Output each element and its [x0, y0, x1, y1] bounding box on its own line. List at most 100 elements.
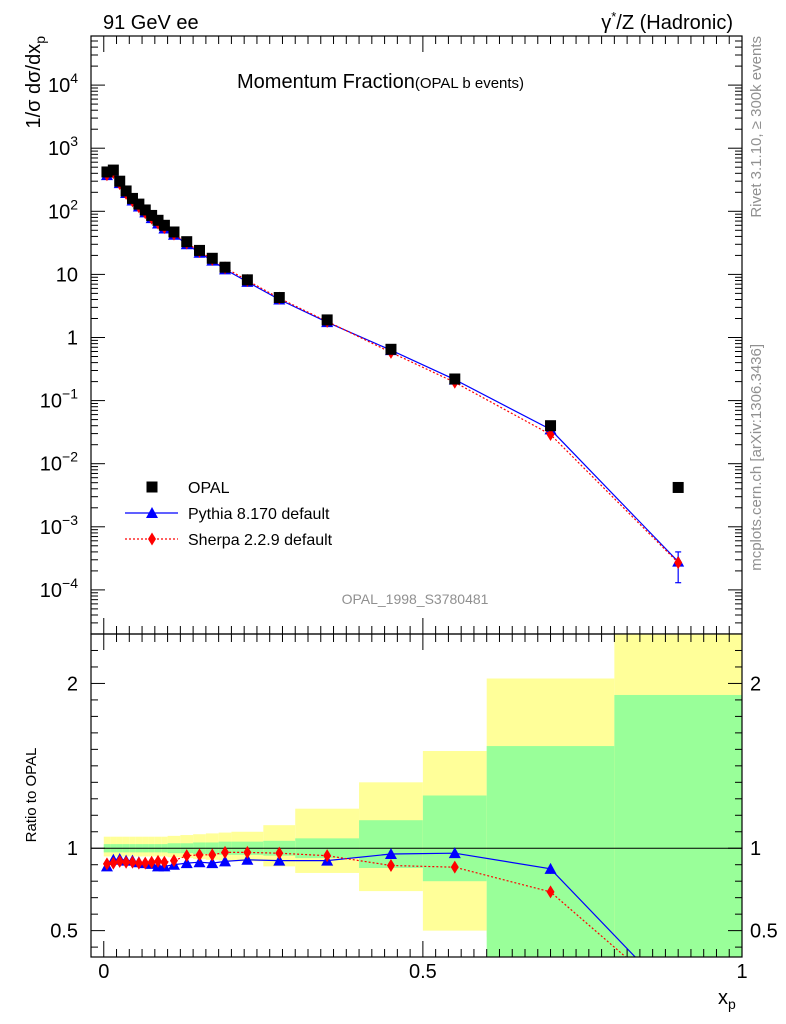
ratio-point-diamond [147, 855, 156, 869]
data-point-square [139, 204, 151, 216]
legend-label: OPAL [188, 480, 230, 497]
data-point-square [146, 209, 158, 221]
analysis-watermark: OPAL_1998_S3780481 [342, 591, 489, 607]
legend-marker-square [146, 481, 158, 493]
ratio-y-tick-label-left: 2 [67, 673, 78, 695]
data-point-square [545, 420, 557, 432]
y-tick-label: 10−1 [40, 386, 78, 413]
ratio-point-triangle [206, 857, 219, 869]
ratio-point-triangle [273, 854, 286, 866]
data-point-square [152, 214, 164, 226]
ratio-point-triangle [180, 857, 193, 869]
data-point-diamond [546, 428, 555, 442]
data-point-square [385, 343, 397, 355]
data-point-square [449, 373, 461, 385]
ratio-point-diamond [546, 885, 555, 899]
ratio-point-triangle [544, 862, 557, 874]
data-point-square [114, 175, 126, 187]
main-series-layer [100, 164, 685, 584]
ratio-point-triangle [241, 853, 254, 865]
ratio-point-diamond [160, 855, 169, 869]
data-point-square [168, 226, 180, 238]
ratio-point-diamond [221, 845, 230, 859]
ratio-point-diamond [109, 856, 118, 870]
ratio-series-diamond [102, 845, 627, 957]
data-point-square [181, 236, 193, 248]
ratio-point-diamond [386, 859, 395, 873]
x-tick-label: 0.5 [409, 961, 437, 983]
ratio-y-tick-label-left: 0.5 [50, 921, 78, 943]
data-point-square [219, 261, 231, 273]
ratio-series-triangle [100, 847, 637, 957]
ratio-y-tick-label-right: 0.5 [750, 921, 778, 943]
ratio-point-triangle [448, 847, 461, 859]
main-panel: Momentum Fraction(OPAL b events) OPAL_19… [23, 35, 743, 635]
ratio-point-diamond [275, 846, 284, 860]
main-title: Momentum Fraction(OPAL b events) [237, 71, 524, 93]
y-tick-label: 102 [48, 196, 78, 223]
data-point-square [133, 198, 145, 210]
legend-label: Pythia 8.170 default [188, 506, 330, 523]
ratio-point-diamond [122, 855, 131, 869]
legend-marker-diamond [148, 532, 156, 546]
legend: OPAL Pythia 8.170 default Sherpa 2.2.9 def… [125, 480, 333, 549]
main-y-ticks: 10−4 10−3 10−2 10−1 1 10 102 103 104 [40, 35, 743, 635]
ratio-point-diamond [141, 856, 150, 870]
uncertainty-bands [103, 634, 742, 957]
data-point-square [101, 166, 113, 178]
ratio-series-layer [100, 845, 637, 957]
data-point-square [273, 292, 285, 304]
ratio-point-triangle [219, 855, 232, 867]
header-right: γ*/Z (Hadronic) [601, 9, 733, 34]
x-tick-label: 0 [98, 961, 109, 983]
legend-label: Sherpa 2.2.9 default [188, 532, 333, 549]
ratio-point-diamond [169, 854, 178, 868]
legend-marker-triangle [146, 507, 158, 518]
stat-uncertainty-band [486, 746, 615, 957]
data-point-square [194, 244, 205, 256]
main-y-axis-label: 1/σ dσ/dxp [23, 36, 48, 129]
ratio-point-triangle [384, 848, 397, 860]
data-point-square [241, 274, 253, 286]
y-tick-label: 10−2 [40, 449, 78, 476]
series-line-diamond [106, 171, 679, 564]
ratio-point-diamond [243, 845, 252, 859]
data-point-square [672, 481, 684, 493]
x-axis-label: xp [718, 987, 736, 1012]
data-point-square [206, 252, 218, 264]
header-left: 91 GeV ee [103, 12, 199, 34]
data-point-square [126, 192, 138, 204]
y-tick-label: 10−4 [40, 575, 78, 602]
mcplots-note: mcplots.cern.ch [arXiv:1306.3436] [748, 344, 765, 571]
ratio-point-triangle [193, 856, 206, 868]
ratio-point-diamond [102, 857, 111, 871]
ratio-frame [90, 633, 743, 958]
ratio-point-diamond [208, 848, 217, 862]
ratio-point-diamond [128, 855, 137, 869]
y-tick-label: 104 [48, 70, 78, 97]
y-tick-label: 103 [48, 133, 78, 160]
data-point-square [158, 219, 170, 231]
y-tick-label: 1 [67, 327, 78, 349]
ratio-y-tick-label-right: 1 [750, 838, 761, 860]
ratio-point-diamond [134, 856, 143, 870]
data-point-diamond [674, 556, 683, 570]
y-tick-label: 10−3 [40, 512, 78, 539]
series-line-triangle [106, 171, 679, 563]
rivet-note: Rivet 3.1.10, ≥ 300k events [748, 36, 765, 218]
ratio-y-tick-label-right: 2 [750, 673, 761, 695]
ratio-point-diamond [182, 849, 191, 863]
data-point-square [120, 185, 132, 197]
data-point-square [107, 164, 119, 176]
ratio-y-axis-label: Ratio to OPAL [23, 748, 40, 843]
ratio-point-diamond [195, 848, 204, 862]
ratio-point-diamond [115, 854, 124, 868]
ratio-y-tick-label-left: 1 [67, 838, 78, 860]
y-tick-label: 10 [56, 264, 78, 286]
x-tick-label: 1 [736, 961, 747, 983]
stat-uncertainty-band [614, 694, 742, 957]
ratio-ticks: 0.5 0.51 12 20 0.5 1 [50, 634, 778, 983]
ratio-point-diamond [323, 849, 332, 863]
ratio-point-diamond [450, 860, 459, 874]
